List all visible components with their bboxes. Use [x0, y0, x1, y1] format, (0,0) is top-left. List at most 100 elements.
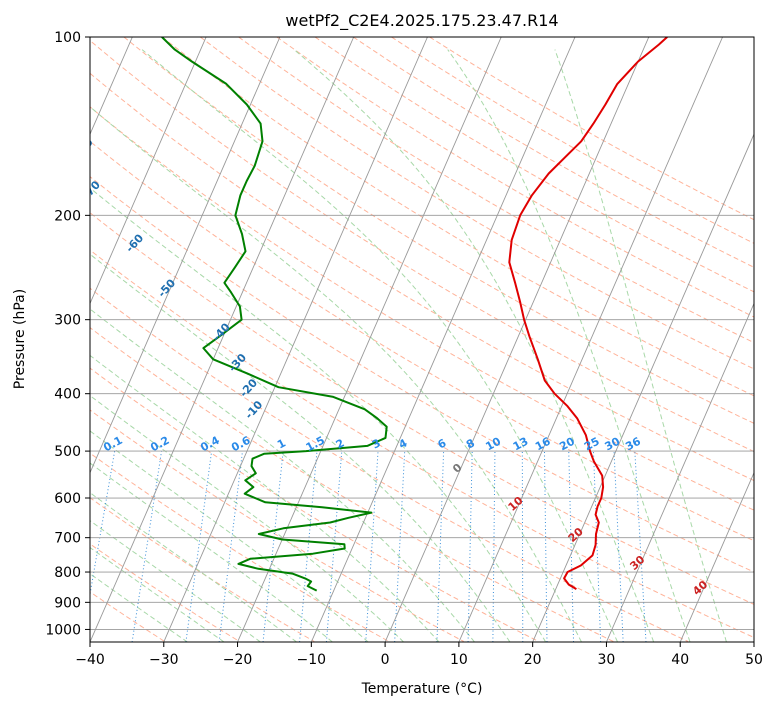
dry-adiabat	[314, 37, 754, 293]
dry-adiabat	[90, 543, 240, 642]
y-tick-label: 700	[54, 531, 81, 547]
dewpoint-profile	[161, 37, 388, 592]
dry-adiabat	[90, 452, 390, 642]
moist-adiabat	[90, 573, 188, 642]
moist-adiabat	[293, 49, 655, 642]
isotherm	[163, 37, 428, 642]
isotherm	[679, 471, 754, 642]
x-tick-label: 40	[671, 652, 689, 668]
moist-adiabat	[90, 106, 582, 642]
moist-adiabat	[90, 462, 333, 642]
isotherm	[458, 37, 723, 642]
mixing-ratio-line	[365, 451, 379, 642]
y-tick-label: 1000	[45, 622, 81, 638]
x-tick-label: 10	[450, 652, 468, 668]
dry-adiabat	[90, 176, 754, 573]
moist-adiabat	[90, 394, 404, 642]
dry-adiabat	[276, 37, 754, 318]
mixing-ratio-line	[299, 451, 318, 642]
isotherm	[237, 37, 502, 642]
dry-adiabat	[90, 106, 754, 511]
theta-e-label: -100	[62, 49, 90, 78]
dry-adiabat	[123, 37, 754, 424]
dry-adiabat	[199, 37, 754, 370]
y-tick-label: 400	[54, 387, 81, 403]
mixing-ratio-line	[634, 451, 647, 642]
profiles	[161, 37, 668, 592]
plot-frame	[89, 36, 755, 643]
x-tick-label: −30	[149, 652, 179, 668]
x-tick-label: −40	[75, 652, 105, 668]
y-tick-label: 800	[54, 565, 81, 581]
mixing-ratio-line	[592, 451, 602, 642]
moist-adiabat	[554, 49, 727, 642]
mixing-ratio-label: 10	[483, 435, 503, 454]
isotherm	[310, 37, 576, 642]
dry-adiabat	[90, 367, 539, 642]
chart-title: wetPf2_C2E4.2025.175.23.47.R14	[285, 11, 558, 31]
mixing-ratio-line	[218, 451, 243, 642]
mixing-ratio-line	[467, 451, 473, 642]
y-axis: 100 200 300 400 500 600 700 800 900 1000	[45, 30, 90, 638]
mixing-ratio-line	[394, 451, 406, 642]
mixing-ratio-line	[568, 451, 575, 642]
mixing-ratio-line	[325, 451, 343, 642]
mixing-ratio-line	[262, 451, 284, 642]
mixing-ratio-label: 20	[557, 435, 577, 454]
moist-adiabat	[141, 49, 618, 642]
x-tick-label: 30	[598, 652, 616, 668]
mixing-ratio-label: 30	[603, 435, 623, 454]
mixing-ratio-label: 13	[511, 435, 531, 454]
x-tick-label: 20	[524, 652, 542, 668]
theta-e-label: -80	[73, 135, 96, 159]
isotherm	[384, 37, 650, 642]
dry-adiabat	[90, 497, 315, 642]
x-axis: −40 −30 −20 −10 0 10 20 30 40 50	[75, 642, 763, 668]
dry-adiabat	[90, 287, 689, 642]
mixing-ratio-lines	[90, 451, 647, 642]
mixing-ratio-line	[492, 451, 496, 642]
mixing-ratio-line	[436, 451, 445, 642]
isotherm	[532, 133, 754, 642]
isotherms	[0, 37, 754, 642]
mixing-ratio-line	[613, 451, 624, 642]
moist-adiabat	[90, 430, 369, 642]
x-axis-title: Temperature (°C)	[361, 681, 483, 697]
y-tick-label: 500	[54, 444, 81, 460]
isotherm	[90, 37, 281, 474]
x-tick-label: 50	[745, 652, 763, 668]
moist-adiabat	[90, 354, 440, 642]
moist-adiabat	[447, 49, 691, 642]
isotherm	[606, 302, 754, 642]
dry-adiabat	[90, 212, 754, 605]
isotherm	[90, 37, 355, 642]
dry-adiabats	[90, 37, 754, 642]
isotherm	[0, 37, 59, 642]
moist-adiabats	[90, 49, 727, 642]
moist-adiabat	[90, 546, 225, 642]
moist-adiabat	[90, 253, 511, 642]
isobars	[90, 37, 754, 630]
y-tick-label: 300	[54, 313, 81, 329]
y-tick-label: 900	[54, 595, 81, 611]
mixing-ratio-label: 36	[623, 435, 643, 454]
y-tick-label: 100	[54, 30, 81, 46]
moist-adiabat	[90, 187, 547, 642]
theta-e-label: -90	[52, 90, 75, 114]
y-tick-label: 600	[54, 491, 81, 507]
x-tick-label: −20	[223, 652, 253, 668]
x-tick-label: −10	[297, 652, 327, 668]
temperature-profile	[508, 37, 668, 590]
dry-adiabat	[90, 591, 165, 642]
mixing-ratio-line	[90, 451, 116, 598]
x-tick-label: 0	[381, 652, 390, 668]
isotherm	[90, 37, 207, 305]
mixing-ratio-line	[131, 451, 163, 642]
isotherm	[753, 640, 754, 642]
dry-adiabat	[90, 409, 464, 642]
plot-area	[90, 37, 754, 642]
dry-adiabat	[90, 249, 754, 639]
y-tick-label: 200	[54, 208, 81, 224]
y-axis-title: Pressure (hPa)	[12, 289, 28, 389]
